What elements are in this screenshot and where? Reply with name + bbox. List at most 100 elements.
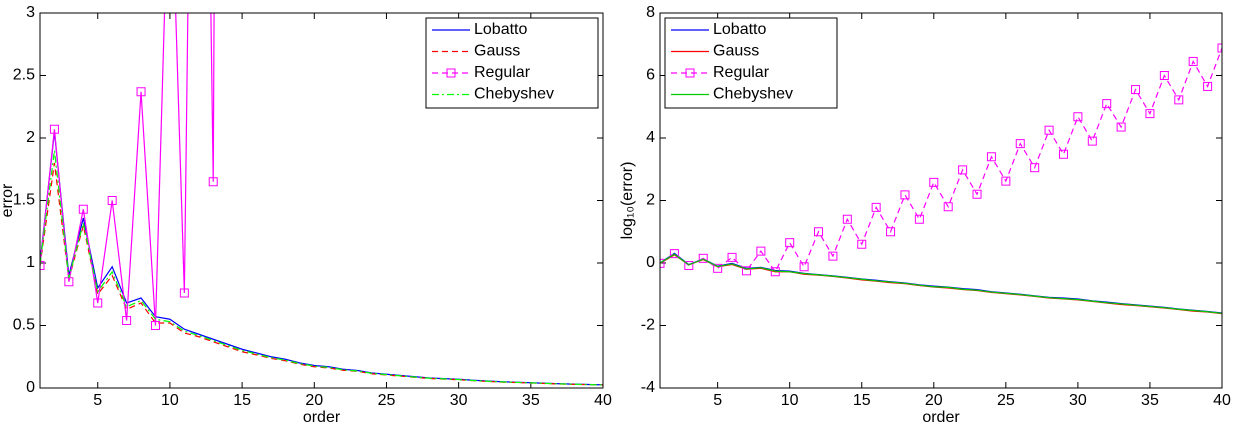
series-marker [814, 227, 824, 237]
y-axis-label: error [0, 183, 16, 217]
y-tick-label: 2.5 [13, 67, 35, 84]
legend-label: Lobatto [713, 21, 766, 38]
y-axis-label: log₁₀(error) [619, 162, 636, 240]
series-marker [828, 251, 838, 261]
legend-box [664, 17, 838, 109]
series-marker [93, 298, 103, 308]
series-marker [150, 321, 160, 330]
y-tick-label: 3 [26, 4, 35, 21]
x-tick-label: 15 [853, 392, 871, 409]
series-marker [1145, 109, 1155, 119]
x-tick-label: 40 [594, 392, 612, 409]
series-marker [208, 177, 218, 187]
series-marker [1087, 136, 1097, 146]
x-tick-label: 25 [997, 392, 1015, 409]
series-marker [986, 152, 996, 162]
series-line [40, 150, 603, 386]
series-marker [1203, 81, 1213, 91]
series-marker [972, 189, 982, 199]
series-line [40, 162, 603, 386]
series-marker [756, 246, 766, 256]
x-tick-label: 30 [450, 392, 468, 409]
series-marker [49, 124, 59, 134]
x-tick-label: 5 [713, 392, 722, 409]
series-marker [122, 316, 132, 325]
series-group [40, 0, 603, 435]
y-tick-label: 0 [646, 254, 655, 271]
legend-label: Lobatto [474, 21, 527, 38]
series-line [660, 253, 1222, 314]
series-marker [1188, 56, 1198, 66]
legend-label: Gauss [713, 43, 759, 60]
legend-marker [446, 68, 456, 78]
y-tick-label: 0.5 [13, 317, 35, 334]
series-marker [1131, 85, 1141, 95]
series-group [660, 43, 1222, 315]
y-tick-label: -2 [641, 317, 655, 334]
series-marker [914, 214, 924, 224]
series-marker [1102, 99, 1112, 109]
series-marker [871, 202, 881, 212]
series-marker [107, 196, 117, 205]
series-marker [660, 258, 665, 268]
series-marker [842, 214, 852, 224]
series-marker [179, 288, 189, 298]
legend-label: Chebyshev [474, 86, 554, 103]
series-marker [1116, 122, 1126, 132]
series-marker [741, 266, 751, 276]
series-marker [1044, 125, 1054, 135]
series-marker [669, 249, 679, 259]
series-marker [799, 262, 809, 272]
legend-label: Regular [474, 64, 531, 81]
legend-label: Gauss [474, 43, 520, 60]
series-marker [886, 227, 896, 237]
legend-box [425, 17, 599, 109]
y-tick-label: -4 [641, 379, 655, 396]
y-tick-label: 1.5 [13, 192, 35, 209]
series-marker [958, 165, 968, 175]
y-tick-label: 0 [26, 379, 35, 396]
series-marker [713, 263, 723, 273]
x-tick-label: 10 [781, 392, 799, 409]
x-axis-label: order [922, 409, 960, 426]
legend-label: Chebyshev [713, 86, 793, 103]
series-marker [40, 261, 45, 270]
axes-frame [39, 12, 604, 389]
x-tick-label: 20 [305, 392, 323, 409]
legend-label: Regular [713, 64, 770, 81]
x-axis-label: order [303, 409, 341, 426]
series-marker [857, 239, 867, 249]
series-marker [136, 87, 146, 97]
series-marker [727, 252, 737, 262]
series-line [660, 47, 1222, 273]
y-tick-label: 2 [26, 129, 35, 146]
series-marker [684, 261, 694, 270]
x-tick-label: 10 [161, 392, 179, 409]
x-tick-label: 5 [93, 392, 102, 409]
y-tick-label: 2 [646, 192, 655, 209]
series-marker [1058, 149, 1068, 159]
x-tick-label: 20 [925, 392, 943, 409]
series-marker [1159, 71, 1169, 80]
x-tick-label: 15 [233, 392, 251, 409]
legend-marker [685, 68, 695, 78]
y-tick-label: 4 [646, 129, 655, 146]
series-marker [785, 238, 795, 248]
x-tick-label: 35 [1141, 392, 1159, 409]
series-marker [1174, 95, 1184, 105]
series-marker [1001, 176, 1011, 186]
y-tick-label: 1 [26, 254, 35, 271]
series-line [40, 131, 603, 386]
series-marker [943, 202, 953, 212]
series-marker [698, 253, 708, 263]
x-tick-label: 25 [378, 392, 396, 409]
y-tick-label: 6 [646, 67, 655, 84]
series-marker [1073, 112, 1083, 122]
series-marker [1015, 139, 1025, 149]
x-tick-label: 40 [1213, 392, 1231, 409]
series-marker [929, 177, 939, 187]
axes-frame [659, 12, 1223, 389]
series-marker [1217, 43, 1222, 53]
